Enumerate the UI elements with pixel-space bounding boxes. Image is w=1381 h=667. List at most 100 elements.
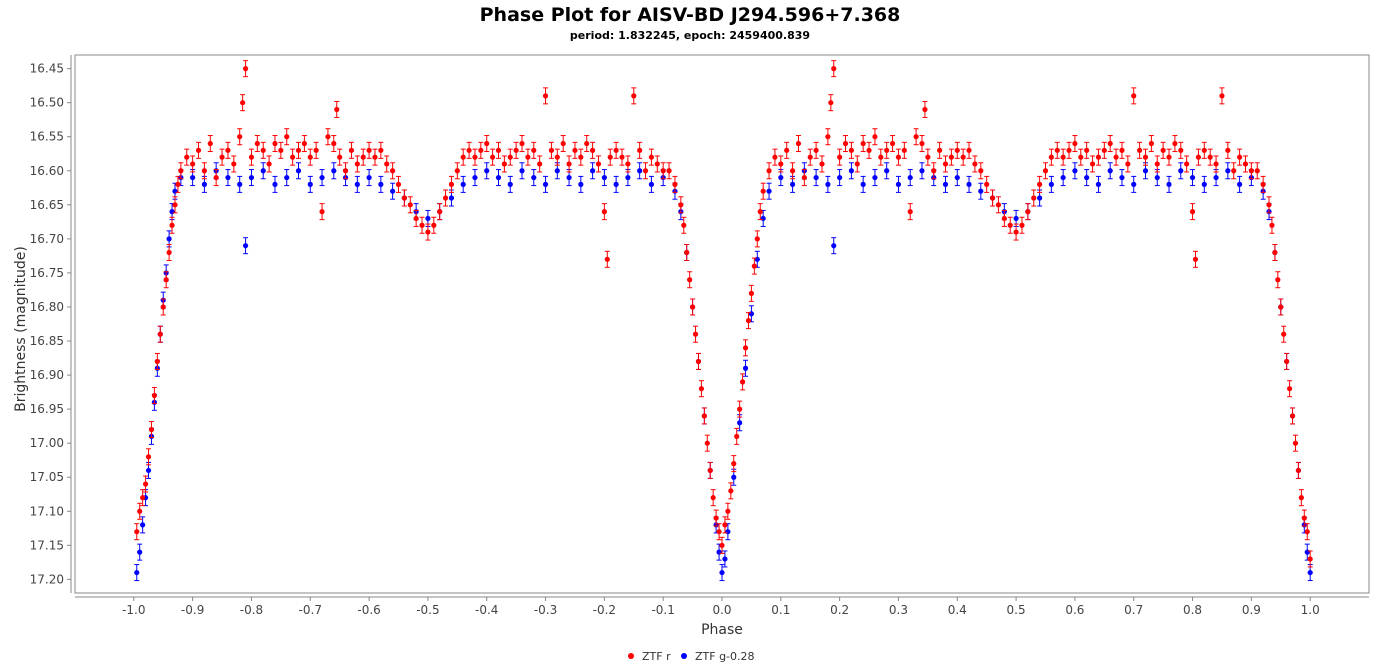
data-point	[513, 147, 519, 153]
data-point	[742, 345, 749, 351]
data-point	[1054, 147, 1060, 153]
data-point	[748, 290, 755, 296]
data-point	[566, 161, 572, 167]
x-tick-label: -0.1	[651, 603, 674, 617]
data-point	[972, 161, 978, 167]
series-layer	[134, 60, 1313, 582]
data-point	[1142, 168, 1149, 174]
data-point	[831, 243, 837, 249]
y-axis-label: Brightness (magnitude)	[13, 246, 29, 412]
data-point	[1019, 222, 1025, 228]
data-point	[813, 147, 819, 153]
data-point	[448, 195, 455, 201]
data-point	[872, 174, 878, 181]
data-point	[1125, 161, 1131, 167]
y-tick-label: 17.15	[30, 538, 64, 552]
data-point	[163, 277, 169, 283]
data-point	[407, 202, 413, 208]
x-tick-label: -0.4	[475, 603, 498, 617]
data-point	[1060, 174, 1066, 181]
data-point	[284, 134, 290, 140]
x-tick-label: 0.9	[1242, 603, 1261, 617]
data-point	[895, 154, 902, 160]
data-point	[313, 147, 319, 153]
data-point	[1037, 195, 1043, 201]
data-point	[525, 154, 531, 160]
data-point	[519, 168, 525, 174]
data-point	[172, 202, 178, 208]
data-point	[225, 174, 231, 181]
data-point	[231, 161, 237, 167]
data-point	[431, 222, 437, 228]
data-point	[1242, 161, 1249, 167]
legend-marker-ztf-g	[681, 653, 687, 659]
x-tick-label: 0.6	[1065, 603, 1084, 617]
data-point	[766, 168, 772, 174]
data-point	[907, 209, 913, 215]
data-point	[578, 154, 584, 160]
data-point	[625, 174, 631, 181]
data-point	[757, 209, 763, 215]
x-tick-label: 0.7	[1124, 603, 1143, 617]
y-tick-label: 16.95	[30, 402, 64, 416]
data-point	[925, 154, 931, 160]
data-point	[1281, 331, 1287, 337]
data-point	[704, 440, 710, 446]
data-point	[1048, 154, 1054, 160]
data-point	[1089, 161, 1096, 167]
data-point	[889, 140, 896, 147]
data-point	[425, 215, 431, 222]
x-tick-label: -0.5	[416, 603, 439, 617]
data-point	[1037, 181, 1043, 187]
data-point	[1013, 215, 1019, 222]
x-tick-label: 0.4	[948, 603, 967, 617]
data-point	[507, 154, 513, 160]
data-point	[701, 413, 707, 419]
data-point	[157, 331, 163, 337]
data-point	[825, 181, 831, 187]
data-point	[337, 154, 343, 160]
data-point	[728, 488, 734, 494]
data-point	[692, 331, 699, 337]
data-point	[595, 161, 602, 167]
data-point	[172, 188, 178, 194]
data-point	[648, 181, 655, 187]
data-point	[542, 93, 549, 99]
data-point	[1201, 147, 1207, 153]
data-point	[390, 168, 396, 174]
data-point	[537, 161, 543, 167]
data-point	[789, 168, 796, 174]
data-point	[984, 181, 990, 187]
data-point	[1237, 154, 1243, 160]
data-point	[625, 161, 631, 167]
data-point	[989, 195, 996, 201]
data-point	[240, 100, 246, 106]
data-point	[1184, 161, 1190, 167]
x-tick-label: 0.8	[1183, 603, 1202, 617]
data-point	[760, 188, 766, 194]
data-point	[1095, 181, 1102, 187]
data-point	[160, 304, 166, 310]
data-point	[1275, 277, 1281, 283]
data-point	[142, 481, 149, 487]
data-point	[922, 106, 928, 113]
data-point	[1131, 93, 1137, 99]
data-point	[607, 154, 613, 160]
legend-marker-ztf-r	[628, 653, 634, 659]
y-tick-label: 17.05	[30, 470, 64, 484]
data-point	[266, 161, 272, 167]
data-point	[1178, 168, 1184, 174]
data-point	[1307, 556, 1313, 562]
data-point	[560, 140, 566, 147]
data-point	[395, 181, 402, 187]
data-point	[1142, 154, 1149, 160]
data-point	[195, 147, 202, 153]
data-point	[931, 168, 937, 174]
data-point	[495, 174, 502, 181]
data-point	[154, 358, 160, 365]
data-point	[807, 154, 813, 160]
y-tick-label: 16.60	[30, 164, 64, 178]
data-point	[1307, 569, 1313, 576]
data-point	[166, 236, 172, 242]
